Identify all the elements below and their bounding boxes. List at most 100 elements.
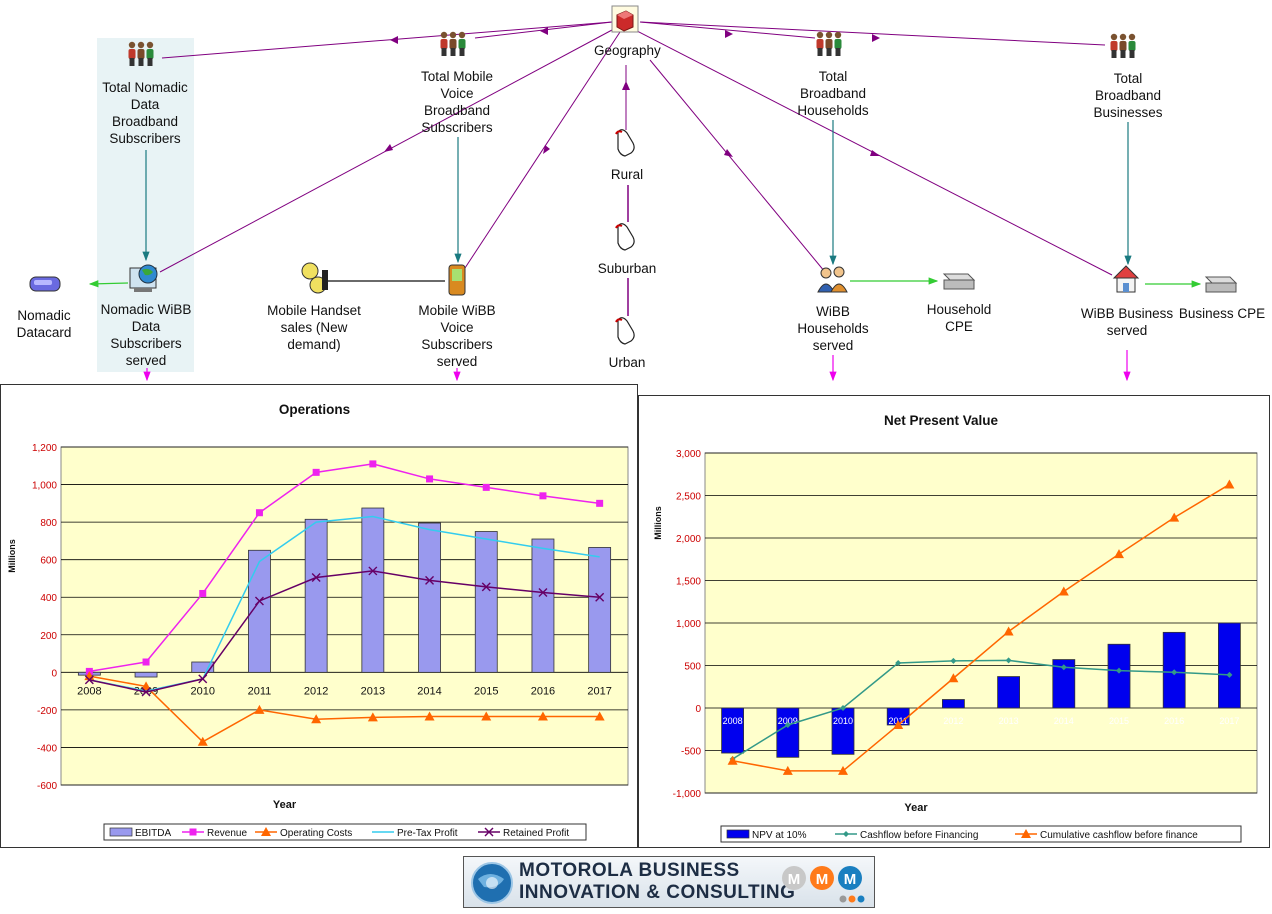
bar — [531, 538, 555, 673]
npv-chart-panel: Net Present Value 3,000 2,500 2,000 1,500 1,0… — [638, 395, 1270, 848]
person-body — [137, 49, 145, 59]
data-point — [895, 659, 902, 666]
x-axis-label: Year — [273, 799, 297, 811]
person-legs — [138, 58, 144, 66]
data-point — [950, 657, 957, 664]
data-point — [1171, 669, 1178, 676]
rural-hand-icon[interactable] — [615, 129, 635, 157]
bar — [1218, 622, 1241, 709]
node-geography[interactable]: Geography — [594, 43, 661, 58]
operations-chart: Operations 1,200 1,000 800 600 400 200 0 -200 -40… — [7, 402, 629, 841]
data-point-stroke — [84, 675, 94, 685]
output-links — [143, 350, 1131, 382]
people-group-icon — [1110, 33, 1136, 58]
y-axis-label: Millions — [7, 539, 17, 573]
x-tick-label: 2015 — [474, 685, 498, 697]
person-head — [137, 41, 145, 49]
node-total-businesses[interactable]: Total Broadband Businesses — [1093, 71, 1163, 120]
series-line — [89, 675, 600, 743]
person-head — [458, 31, 466, 39]
x-tick-label: 2008 — [723, 716, 743, 726]
person-head — [834, 31, 842, 39]
globe-logo-icon — [471, 862, 513, 904]
x-tick-label: 2010 — [833, 716, 853, 726]
total-to-served-links — [142, 120, 1132, 266]
node-nomadic-served[interactable]: Nomadic WiBB Data Subscribers served — [100, 302, 192, 368]
data-point — [312, 468, 320, 476]
person-legs — [441, 48, 447, 56]
node-rural[interactable]: Rural — [610, 167, 644, 182]
data-point — [368, 566, 378, 576]
y-tick-label: 200 — [40, 631, 57, 642]
households-people-icon[interactable] — [817, 266, 848, 293]
household-cpe-icon[interactable] — [942, 273, 976, 290]
motorola-badges: M M M — [782, 866, 865, 903]
person-legs — [1120, 50, 1126, 58]
node-mobile-served[interactable]: Mobile WiBB Voice Subscribers served — [418, 303, 496, 369]
chart-title: Net Present Value — [884, 413, 999, 428]
legend-label: Revenue — [207, 828, 247, 839]
node-total-mobile[interactable]: Total Mobile Voice Broadband Subscribers — [420, 69, 494, 135]
y-tick-label: 0 — [695, 704, 701, 715]
person-head — [449, 31, 457, 39]
node-total-nomadic[interactable]: Total Nomadic Data Broadband Subscribers — [102, 80, 188, 146]
x-tick-label: 2015 — [1109, 716, 1129, 726]
person-head — [1128, 33, 1136, 41]
bar — [941, 699, 965, 709]
person-head — [1119, 33, 1127, 41]
bar — [474, 531, 498, 673]
person-head — [146, 41, 154, 49]
bar — [831, 707, 855, 755]
data-point — [843, 831, 849, 837]
data-point — [254, 596, 264, 606]
business-cpe-icon[interactable] — [1204, 276, 1238, 293]
person-body — [458, 39, 466, 49]
node-nomadic-datacard[interactable]: Nomadic Datacard — [16, 308, 72, 340]
node-business-served[interactable]: WiBB Business served — [1080, 306, 1174, 338]
node-households-served[interactable]: WiBB Households served — [797, 304, 869, 353]
svg-text:M: M — [844, 871, 857, 888]
handset-sales-icon[interactable] — [301, 262, 328, 294]
orange-m-badge-icon — [810, 866, 834, 890]
x-tick-label: 2012 — [304, 685, 328, 697]
datacard-icon[interactable] — [29, 276, 61, 292]
bar — [134, 671, 158, 678]
data-point-stroke — [141, 687, 151, 697]
y-axis-label: Millions — [653, 506, 663, 540]
legend-label: EBITDA — [135, 828, 171, 839]
x-axis-label: Year — [904, 802, 928, 814]
svg-text:M: M — [816, 871, 829, 888]
data-point — [482, 483, 490, 491]
data-point — [1116, 667, 1122, 674]
y-tick-label: 2,500 — [676, 492, 701, 503]
person-head — [816, 31, 824, 39]
y-tick-label: 500 — [684, 662, 701, 673]
x-tick-label: 2016 — [1164, 716, 1184, 726]
legend-swatch — [726, 829, 750, 839]
node-handset-sales[interactable]: Mobile Handset sales (New demand) — [267, 303, 361, 352]
house-icon[interactable] — [1112, 265, 1140, 293]
legend-box — [103, 823, 587, 841]
node-business-cpe[interactable]: Business CPE — [1178, 306, 1266, 321]
mobile-phone-icon[interactable] — [448, 264, 466, 296]
data-point — [311, 714, 322, 724]
globe-computer-icon[interactable] — [129, 264, 158, 292]
data-point — [538, 588, 548, 598]
person-body — [449, 39, 457, 49]
geography-cube-icon[interactable] — [611, 5, 639, 33]
node-urban[interactable]: Urban — [608, 355, 646, 370]
person-legs — [835, 48, 841, 56]
y-tick-label: -1,000 — [673, 789, 702, 800]
data-point — [838, 765, 848, 775]
data-point — [594, 711, 605, 721]
suburban-hand-icon[interactable] — [615, 223, 635, 251]
node-household-cpe[interactable]: Household CPE — [926, 302, 992, 334]
bar — [1052, 659, 1076, 709]
node-total-households[interactable]: Total Broadband Households — [797, 69, 869, 118]
x-tick-label: 2012 — [943, 716, 963, 726]
data-point — [727, 755, 738, 765]
node-suburban[interactable]: Suburban — [597, 261, 657, 276]
urban-hand-icon[interactable] — [615, 317, 635, 345]
data-point — [189, 828, 197, 836]
data-point — [1114, 549, 1124, 559]
